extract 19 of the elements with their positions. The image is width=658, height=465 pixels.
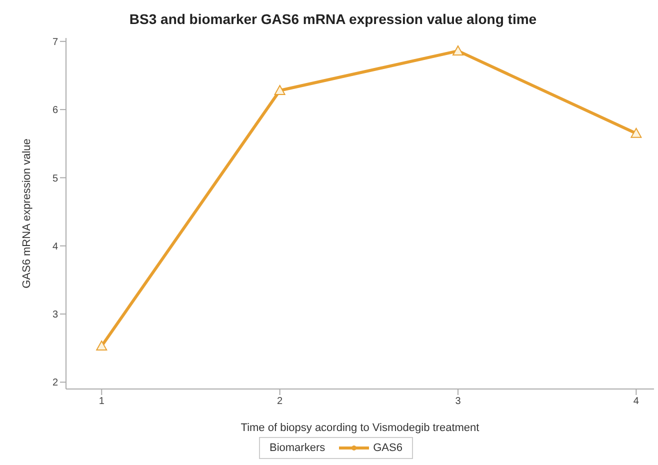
y-tick-label: 7 — [52, 36, 58, 48]
y-tick-label: 3 — [52, 310, 58, 321]
x-tick-label: 3 — [455, 396, 462, 408]
y-tick-label: 6 — [52, 105, 58, 116]
chart-title: BS3 and biomarker GAS6 mRNA expression value along time — [128, 10, 538, 29]
x-tick-label: 2 — [277, 396, 284, 408]
point — [274, 84, 286, 95]
x-tick-label: 4 — [633, 396, 640, 408]
legend-title: Biomarkers — [270, 442, 326, 454]
x-tick-label: 1 — [98, 396, 105, 408]
y-tick-label: 2 — [52, 378, 58, 389]
point — [96, 340, 108, 351]
point — [452, 45, 464, 56]
x-axis-title: Time of biopsy acording to Vismodegib treatment — [240, 422, 480, 434]
y-tick-label: 4 — [52, 241, 58, 252]
point — [630, 128, 642, 138]
y-axis-title: GAS6 mRNA expression value — [20, 138, 33, 288]
y-tick-label: 5 — [52, 173, 58, 184]
legend-label: GAS6 — [372, 442, 402, 454]
